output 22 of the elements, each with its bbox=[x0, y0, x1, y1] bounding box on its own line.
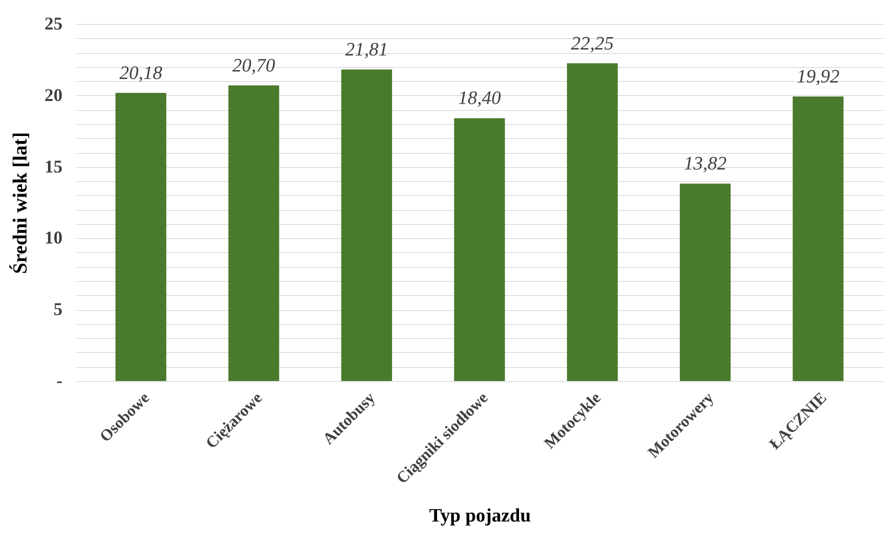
y-tick-label: 25 bbox=[44, 14, 62, 34]
data-label: 20,18 bbox=[120, 62, 163, 84]
data-label: 22,25 bbox=[570, 33, 614, 54]
data-label: 20,70 bbox=[232, 55, 276, 76]
bar bbox=[228, 85, 280, 381]
y-tick-label: - bbox=[56, 370, 62, 390]
bar bbox=[566, 63, 618, 381]
bar bbox=[116, 92, 166, 381]
y-tick-label: 5 bbox=[54, 299, 62, 320]
data-label: 13,82 bbox=[684, 154, 728, 175]
y-tick-label: 15 bbox=[44, 156, 62, 176]
bar bbox=[341, 70, 392, 381]
bar bbox=[680, 184, 731, 381]
y-tick-label: 20 bbox=[44, 84, 62, 105]
data-label: 21,81 bbox=[345, 40, 388, 61]
bar bbox=[792, 96, 844, 381]
y-axis-title: Średni wiek [lat] bbox=[8, 132, 32, 274]
data-label: 18,40 bbox=[458, 88, 502, 110]
bar bbox=[454, 118, 505, 381]
y-tick-label: 10 bbox=[44, 228, 62, 248]
data-label: 19,92 bbox=[796, 66, 840, 88]
x-axis-title: Typ pojazdu bbox=[429, 506, 532, 527]
